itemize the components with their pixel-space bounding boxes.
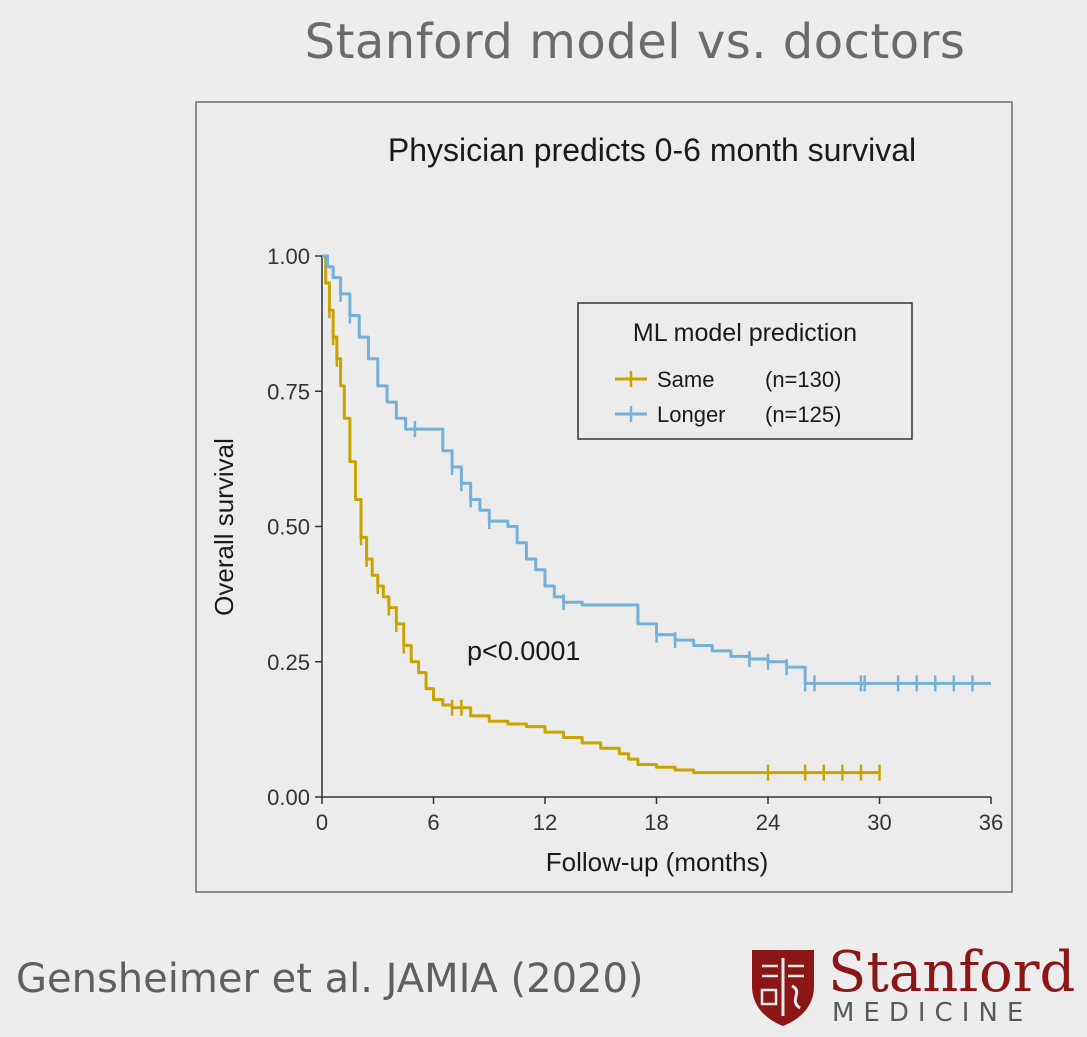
x-tick-label: 6: [427, 810, 439, 835]
logo-subtitle: MEDICINE: [832, 998, 1033, 1028]
legend: ML model prediction Same (n=130) Longer …: [577, 302, 913, 440]
axes: 0 6 12 18 24 30 36 0.00 0.25 0.50 0.75 1.00: [267, 244, 1003, 835]
x-axis-label: Follow-up (months): [546, 847, 769, 877]
legend-title: ML model prediction: [633, 319, 857, 347]
y-tick-label: 0.50: [267, 515, 310, 540]
y-tick-label: 0.00: [267, 785, 310, 810]
chart-panel: Physician predicts 0-6 month survival 0 6…: [195, 101, 1013, 893]
legend-entry-longer: Longer (n=125): [615, 402, 841, 427]
y-tick-label: 0.25: [267, 650, 310, 675]
chart-title: Physician predicts 0-6 month survival: [388, 132, 916, 168]
x-tick-label: 0: [316, 810, 328, 835]
legend-box: [577, 302, 913, 440]
y-tick-label: 1.00: [267, 244, 310, 269]
logo-wordmark: Stanford: [828, 940, 1076, 1005]
shield-icon: [752, 950, 814, 1026]
y-tick-label: 0.75: [267, 379, 310, 404]
x-tick-label: 12: [533, 810, 557, 835]
slide-title: Stanford model vs. doctors: [304, 14, 966, 70]
legend-n-same: (n=130): [765, 367, 841, 392]
x-tick-label: 24: [756, 810, 780, 835]
x-tick-label: 18: [644, 810, 668, 835]
legend-entry-same: Same (n=130): [615, 367, 841, 392]
x-tick-label: 36: [979, 810, 1003, 835]
p-value-annotation: p<0.0001: [467, 636, 580, 666]
y-axis-label: Overall survival: [209, 438, 239, 616]
series-line-longer: [322, 254, 991, 685]
series-layer: [322, 254, 991, 781]
citation: Gensheimer et al. JAMIA (2020): [16, 956, 644, 1002]
legend-label-same: Same: [657, 367, 714, 392]
legend-n-longer: (n=125): [765, 402, 841, 427]
series-line-same: [322, 254, 880, 775]
survival-chart: Physician predicts 0-6 month survival 0 6…: [209, 132, 1003, 877]
stanford-medicine-logo: Stanford MEDICINE: [748, 940, 1075, 1030]
x-tick-label: 30: [867, 810, 891, 835]
legend-label-longer: Longer: [657, 402, 726, 427]
